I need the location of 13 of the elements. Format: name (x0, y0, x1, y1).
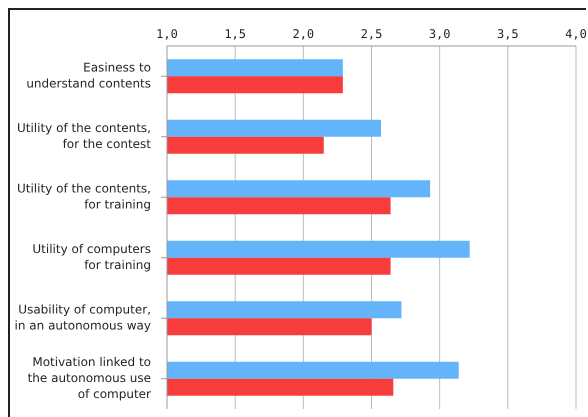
x-tick-label: 1,0 (156, 27, 178, 41)
y-tick-label: Utility of the contents, for training (16, 182, 151, 212)
y-tick-label: Utility of computers for training (32, 242, 151, 272)
y-tick-label: Motivation linked to the autonomous use of computer (28, 355, 152, 402)
x-tick-label: 3,0 (428, 27, 451, 41)
x-tick-label: 2,5 (360, 27, 382, 41)
x-tick-label: 1,5 (224, 27, 246, 41)
y-tick-label: Usability of computer, in an autonomous way (14, 302, 151, 333)
x-tick-label: 3,5 (496, 27, 519, 41)
x-tick-label: 2,0 (292, 27, 314, 41)
y-tick-label: Utility of the contents, for the contest (16, 121, 152, 152)
x-tick-label: 4,0 (565, 27, 587, 41)
y-tick-label: Easiness to understand contents (26, 60, 151, 91)
